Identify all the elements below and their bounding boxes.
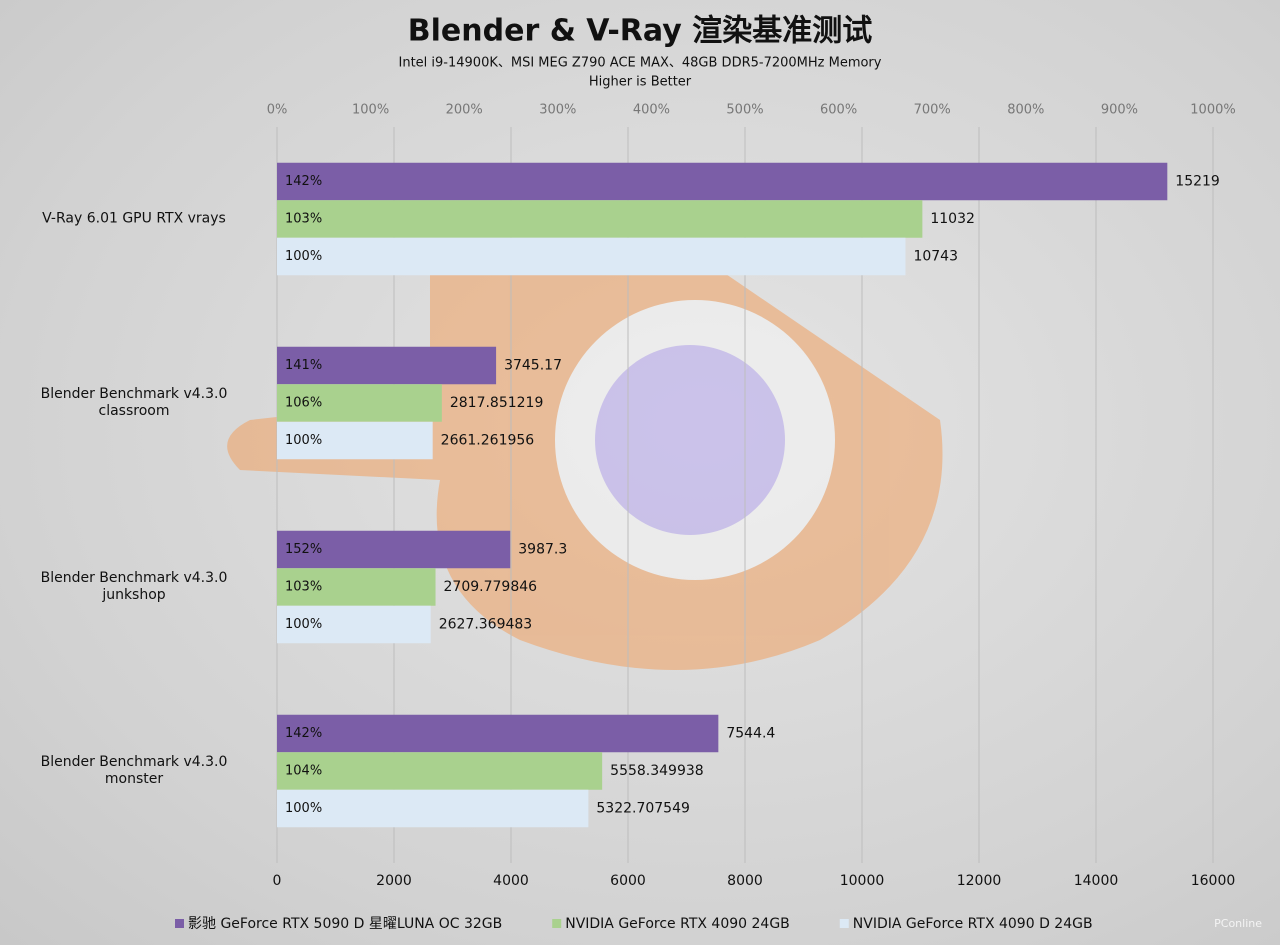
- x2-tick-label: 600%: [820, 103, 857, 118]
- legend-label: NVIDIA GeForce RTX 4090 24GB: [565, 916, 790, 932]
- bar: [277, 384, 442, 422]
- value-label: 2627.369483: [439, 617, 533, 633]
- bar: [277, 752, 603, 790]
- value-label: 7544.4: [726, 726, 775, 742]
- value-label: 5558.349938: [610, 763, 704, 779]
- category-label: Blender Benchmark v4.3.0 classroom: [40, 386, 228, 419]
- x-tick-label: 10000: [840, 873, 885, 889]
- value-label: 10743: [913, 249, 958, 265]
- value-label: 2709.779846: [444, 579, 538, 595]
- bar: [277, 237, 906, 276]
- percent-label: 141%: [285, 358, 322, 373]
- legend-swatch: [175, 919, 184, 928]
- value-label: 15219: [1175, 174, 1220, 190]
- x-tick-label: 12000: [957, 873, 1002, 889]
- percent-label: 100%: [285, 249, 322, 264]
- x2-tick-label: 500%: [726, 103, 763, 118]
- value-label: 2817.851219: [450, 395, 544, 411]
- percent-label: 152%: [285, 542, 322, 557]
- value-label: 2661.261956: [441, 433, 535, 449]
- bar: [277, 346, 497, 385]
- x2-tick-label: 700%: [914, 103, 951, 118]
- value-label: 5322.707549: [596, 801, 690, 817]
- percent-label: 100%: [285, 801, 322, 816]
- x-tick-label: 0: [273, 873, 282, 889]
- category-label: Blender Benchmark v4.3.0 junkshop: [40, 570, 228, 603]
- chart-title: Blender & V-Ray 渲染基准测试: [408, 14, 872, 49]
- bar: [277, 789, 589, 828]
- category-label: Blender Benchmark v4.3.0 monster: [40, 754, 228, 787]
- chart-note: Higher is Better: [589, 75, 692, 90]
- percent-label: 103%: [285, 580, 322, 595]
- legend-label: NVIDIA GeForce RTX 4090 D 24GB: [853, 916, 1093, 932]
- bar: [277, 568, 436, 606]
- legend-label: 影驰 GeForce RTX 5090 D 星曜LUNA OC 32GB: [188, 916, 502, 932]
- percent-label: 106%: [285, 396, 322, 411]
- value-label: 11032: [930, 211, 975, 227]
- x2-tick-label: 100%: [352, 103, 389, 118]
- percent-label: 100%: [285, 433, 322, 448]
- x-tick-label: 4000: [493, 873, 529, 889]
- percent-label: 142%: [285, 174, 322, 189]
- x2-tick-label: 0%: [267, 103, 288, 118]
- x-tick-label: 6000: [610, 873, 646, 889]
- x-tick-label: 16000: [1191, 873, 1236, 889]
- bar: [277, 421, 433, 460]
- bar: [277, 714, 719, 753]
- percent-label: 100%: [285, 617, 322, 632]
- percent-label: 103%: [285, 212, 322, 227]
- percent-label: 104%: [285, 764, 322, 779]
- x2-tick-label: 1000%: [1190, 103, 1235, 118]
- x-tick-label: 14000: [1074, 873, 1119, 889]
- x2-tick-label: 400%: [633, 103, 670, 118]
- value-label: 3745.17: [504, 358, 562, 374]
- bar: [277, 162, 1168, 201]
- x2-tick-label: 200%: [446, 103, 483, 118]
- background-logo: [227, 270, 943, 670]
- bar: [277, 200, 923, 238]
- x-tick-label: 8000: [727, 873, 763, 889]
- chart-subtitle: Intel i9-14900K、MSI MEG Z790 ACE MAX、48G…: [399, 56, 882, 71]
- x2-tick-label: 900%: [1101, 103, 1138, 118]
- x2-tick-label: 300%: [539, 103, 576, 118]
- legend-swatch: [552, 919, 562, 928]
- x-tick-label: 2000: [376, 873, 412, 889]
- watermark: PConline: [1214, 917, 1262, 930]
- category-label: V-Ray 6.01 GPU RTX vrays: [42, 210, 226, 227]
- legend-swatch: [839, 919, 849, 928]
- percent-label: 142%: [285, 726, 322, 741]
- bar: [277, 605, 431, 644]
- bar: [277, 530, 511, 569]
- x2-tick-label: 800%: [1007, 103, 1044, 118]
- value-label: 3987.3: [518, 542, 567, 558]
